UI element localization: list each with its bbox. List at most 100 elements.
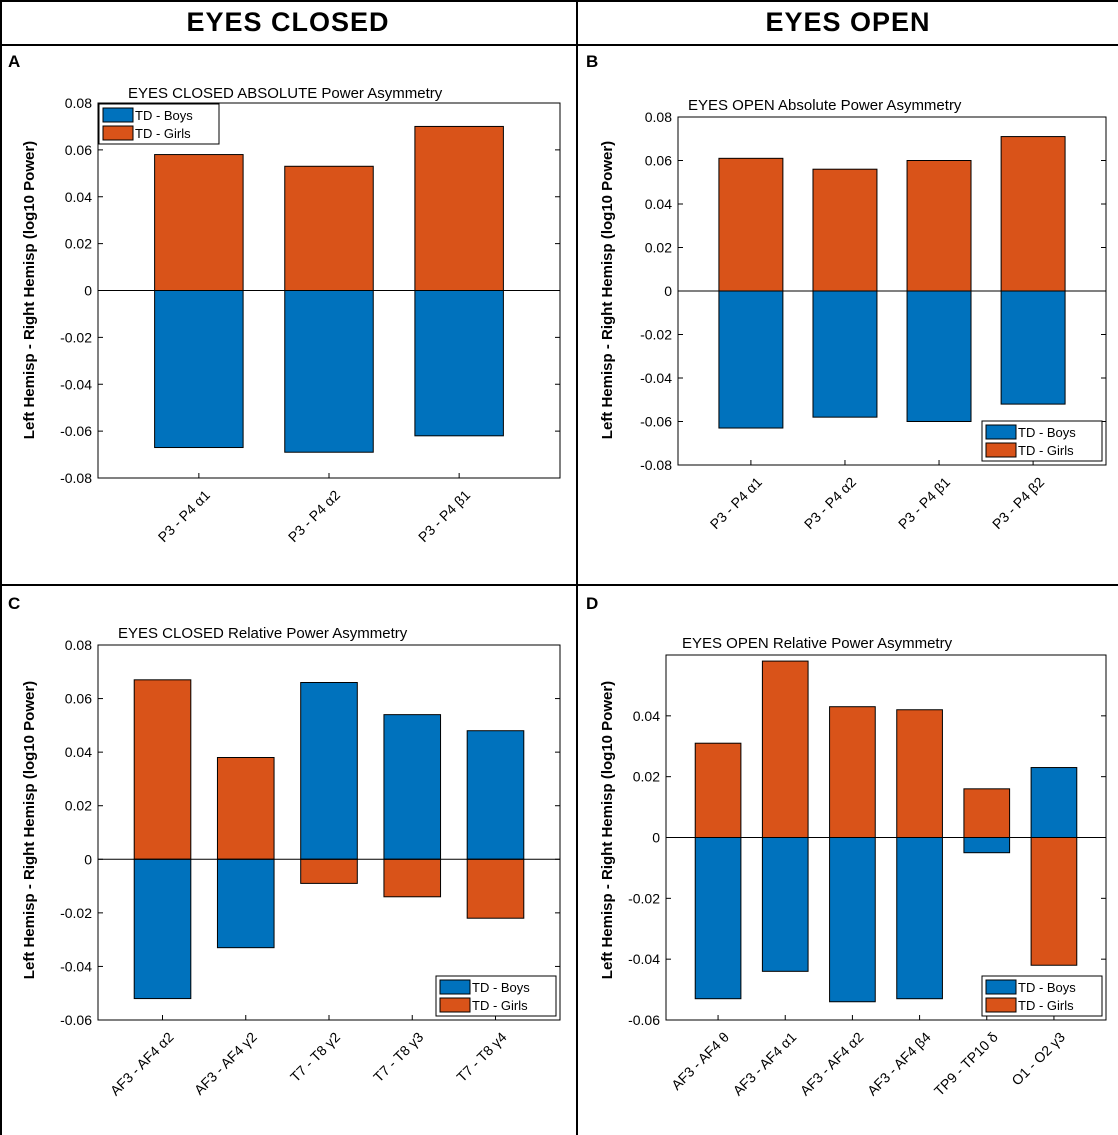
column-divider [576,0,578,1135]
x-tick-label: AF3 - AF4 α2 [797,1029,867,1099]
bar-td-girls [694,742,742,838]
chart-title: EYES CLOSED ABSOLUTE Power Asymmetry [128,85,443,102]
bar-td-boys [133,858,192,1000]
x-tick-label: P3 - P4 α2 [801,474,859,532]
legend-label-boys: TD - Boys [135,108,193,123]
bar-td-girls [154,154,244,291]
header-eyes-closed: EYES CLOSED [186,6,390,37]
y-tick-label: -0.02 [628,890,660,906]
x-tick-label: O1 - O2 γ3 [1008,1029,1068,1089]
x-tick-label: AF3 - AF4 θ [668,1029,732,1093]
legend-label-boys: TD - Boys [1018,980,1076,995]
bar-td-boys [718,290,784,429]
y-tick-label: 0.06 [645,153,672,169]
legend-swatch-girls [102,125,134,141]
x-tick-label: P3 - P4 β1 [415,487,473,545]
y-tick-label: -0.02 [60,329,92,345]
bar-td-girls [896,709,943,838]
legend-label-girls: TD - Girls [1018,998,1074,1013]
y-tick-label: -0.08 [60,470,92,486]
y-tick-label: -0.06 [60,423,92,439]
legend-swatch-boys [985,979,1017,995]
bar-td-girls [133,679,192,860]
left-border [0,0,2,1135]
y-tick-label: 0.04 [645,196,672,212]
chart-title: EYES OPEN Relative Power Asymmetry [682,635,953,652]
y-axis-label: Left Hemisp - Right Hemisp (log10 Power) [599,141,616,439]
legend-swatch-boys [985,424,1017,440]
x-tick-label: AF3 - AF4 β4 [864,1029,934,1099]
y-tick-label: 0 [652,830,660,846]
legend-label-boys: TD - Boys [472,980,530,995]
bar-td-boys [154,290,244,449]
y-tick-label: 0 [664,283,672,299]
bar-td-girls [963,788,1011,838]
header-divider [0,44,1118,46]
y-tick-label: 0.02 [645,240,672,256]
bar-td-boys [906,290,972,422]
bar-td-girls [1030,837,1078,966]
panel-letter-b: B [586,52,599,71]
bar-td-boys [829,837,876,1003]
x-tick-label: P3 - P4 β1 [895,474,953,532]
x-tick-label: T7 - T8 γ4 [453,1029,509,1085]
y-axis-label: Left Hemisp - Right Hemisp (log10 Power) [21,681,38,979]
y-tick-label: 0.06 [65,691,92,707]
y-tick-label: 0 [84,283,92,299]
x-tick-label: AF3 - AF4 α1 [729,1029,799,1099]
top-border [0,0,1118,2]
legend-label-girls: TD - Girls [1018,443,1074,458]
panel-letter-c: C [8,594,21,613]
bar-td-boys [216,858,275,949]
legend-label-boys: TD - Boys [1018,425,1076,440]
y-tick-label: -0.04 [640,370,672,386]
row-divider [0,584,1118,586]
legend-label-girls: TD - Girls [472,998,528,1013]
y-axis-label: Left Hemisp - Right Hemisp (log10 Power) [21,141,38,439]
panel-letter-a: A [8,52,21,71]
bar-td-girls [906,160,972,292]
x-tick-label: AF3 - AF4 γ2 [191,1029,260,1098]
y-tick-label: 0.02 [65,798,92,814]
legend-swatch-girls [985,442,1017,458]
bar-td-boys [300,682,358,860]
y-tick-label: 0.08 [65,637,92,653]
y-tick-label: -0.02 [60,905,92,921]
bar-td-boys [812,290,878,418]
x-tick-label: T7 - T8 γ3 [370,1029,426,1085]
legend-label-girls: TD - Girls [135,126,191,141]
y-tick-label: -0.06 [628,1012,660,1028]
x-tick-label: AF3 - AF4 α2 [107,1029,177,1099]
y-tick-label: 0.02 [633,769,660,785]
x-tick-label: P3 - P4 α1 [707,474,765,532]
bar-td-boys [466,730,525,860]
bar-td-boys [1000,290,1066,405]
bar-td-girls [466,858,525,919]
y-tick-label: -0.06 [640,414,672,430]
y-tick-label: -0.06 [60,1012,92,1028]
bar-td-girls [300,858,358,884]
y-axis-label: Left Hemisp - Right Hemisp (log10 Power) [599,681,616,979]
bar-td-girls [829,706,876,838]
y-tick-label: -0.02 [640,327,672,343]
legend-swatch-boys [439,979,471,995]
chart-title: EYES CLOSED Relative Power Asymmetry [118,625,408,642]
bar-td-girls [1000,136,1066,292]
legend-swatch-girls [439,997,471,1013]
x-tick-label: P3 - P4 α1 [155,487,213,545]
panel-letter-d: D [586,594,599,613]
x-tick-label: P3 - P4 β2 [989,474,1047,532]
bar-td-girls [718,157,784,292]
x-tick-label: TP9 - TP10 δ [931,1029,1001,1099]
y-tick-label: 0.08 [65,95,92,111]
y-tick-label: -0.08 [640,457,672,473]
x-tick-label: T7 - T8 γ2 [287,1029,343,1085]
y-tick-label: 0.04 [65,189,92,205]
bar-td-girls [761,660,809,838]
bar-td-boys [694,837,742,1000]
y-tick-label: 0.06 [65,142,92,158]
y-tick-label: 0.04 [65,744,92,760]
bar-td-girls [812,168,878,292]
